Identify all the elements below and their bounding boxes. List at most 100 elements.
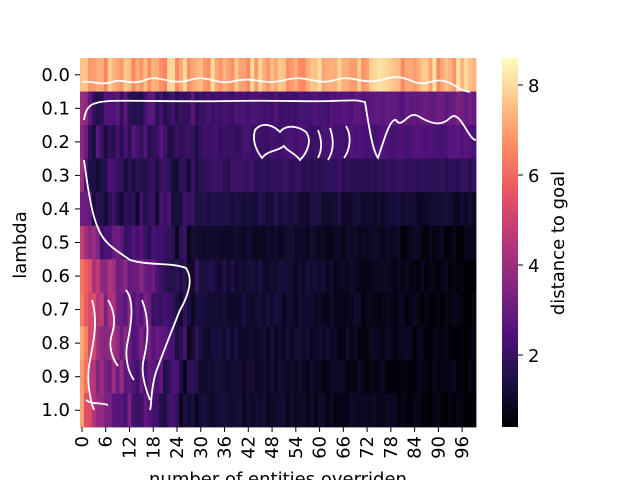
heatmap-cell — [444, 393, 449, 428]
heatmap-cell — [131, 359, 136, 394]
heatmap-cell — [159, 393, 164, 428]
heatmap-cell — [420, 158, 425, 193]
heatmap-cell — [369, 91, 374, 126]
heatmap-cell — [182, 359, 188, 394]
heatmap-cell — [119, 158, 124, 193]
heatmap-cell — [143, 58, 148, 92]
heatmap-cell — [127, 225, 132, 260]
heatmap-cell — [384, 292, 390, 327]
heatmap-cell — [313, 359, 318, 394]
heatmap-cell — [377, 91, 382, 126]
heatmap-cell — [468, 326, 473, 361]
heatmap-cell — [80, 393, 85, 428]
heatmap-cell — [436, 225, 441, 260]
heatmap-cell — [123, 91, 128, 126]
heatmap-cell — [468, 359, 473, 394]
heatmap-cell — [266, 125, 271, 160]
heatmap-cell — [444, 58, 449, 92]
heatmap-cell — [147, 393, 152, 428]
heatmap-cell — [226, 225, 231, 260]
heatmap-cell — [159, 326, 164, 361]
heatmap-cell — [127, 292, 132, 327]
heatmap-cell — [317, 393, 322, 428]
heatmap-cell — [151, 91, 156, 126]
heatmap-cell — [107, 359, 113, 394]
heatmap-cell — [222, 125, 227, 160]
heatmap-cell — [321, 359, 326, 394]
heatmap-cell — [333, 292, 338, 327]
heatmap-cell — [246, 359, 251, 394]
heatmap-cell — [171, 259, 176, 294]
heatmap-cell — [91, 259, 97, 294]
heatmap-cell — [456, 393, 461, 428]
heatmap-cell — [309, 359, 315, 394]
heatmap-cell — [281, 192, 287, 227]
heatmap-cell — [83, 225, 89, 260]
heatmap-cell — [175, 225, 180, 260]
heatmap-cell — [380, 158, 386, 193]
heatmap-cell — [80, 158, 85, 193]
y-tick-label: 0.2 — [41, 132, 70, 153]
heatmap-cell — [424, 292, 429, 327]
heatmap-cell — [250, 58, 255, 92]
heatmap-cell — [202, 158, 208, 193]
heatmap-cell — [297, 58, 303, 92]
heatmap-cell — [270, 192, 275, 227]
heatmap-cell — [285, 58, 291, 92]
heatmap-cell — [206, 58, 212, 92]
heatmap-cell — [392, 192, 398, 227]
heatmap-cell — [468, 192, 473, 227]
heatmap-cell — [345, 58, 350, 92]
heatmap-cell — [333, 259, 338, 294]
heatmap-cell — [206, 359, 212, 394]
heatmap-cell — [80, 259, 85, 294]
heatmap-cell — [428, 58, 433, 92]
heatmap-cell — [139, 259, 144, 294]
heatmap-cell — [297, 326, 303, 361]
heatmap-cell — [242, 259, 247, 294]
heatmap-cell — [202, 326, 208, 361]
heatmap-cell — [99, 259, 105, 294]
heatmap-cell — [384, 359, 390, 394]
heatmap-cell — [179, 58, 184, 92]
heatmap-cell — [270, 125, 275, 160]
heatmap-cell — [246, 91, 251, 126]
heatmap-cell — [258, 91, 263, 126]
heatmap-cell — [167, 292, 172, 327]
heatmap-cell — [460, 91, 465, 126]
heatmap-cell — [353, 359, 358, 394]
heatmap-cell — [194, 158, 200, 193]
heatmap-cell — [337, 225, 342, 260]
heatmap-cell — [234, 91, 239, 126]
heatmap-cell — [80, 326, 85, 361]
heatmap-cell — [186, 192, 192, 227]
heatmap-cell — [377, 225, 382, 260]
heatmap-cell — [428, 326, 433, 361]
heatmap-cell — [95, 225, 101, 260]
heatmap-cell — [258, 292, 263, 327]
heatmap-cell — [365, 192, 370, 227]
heatmap-cell — [80, 192, 85, 227]
heatmap-cell — [464, 359, 469, 394]
heatmap-cell — [456, 158, 461, 193]
heatmap-cell — [167, 192, 172, 227]
heatmap-cell — [436, 192, 441, 227]
heatmap-cell — [206, 125, 212, 160]
heatmap-cell — [179, 359, 184, 394]
heatmap-cell — [266, 192, 271, 227]
heatmap-cell — [218, 192, 223, 227]
heatmap-cell — [278, 158, 283, 193]
heatmap-cell — [329, 326, 334, 361]
heatmap-cell — [222, 58, 227, 92]
heatmap-cell — [234, 225, 239, 260]
heatmap-cell — [440, 192, 445, 227]
heatmap-cell — [333, 326, 338, 361]
heatmap-cell — [392, 58, 398, 92]
heatmap-cell — [226, 359, 231, 394]
heatmap-cell — [119, 393, 124, 428]
heatmap-cell — [400, 259, 406, 294]
heatmap-cell — [293, 91, 299, 126]
heatmap-cell — [115, 192, 120, 227]
heatmap-cell — [377, 259, 382, 294]
heatmap-cell — [250, 158, 255, 193]
